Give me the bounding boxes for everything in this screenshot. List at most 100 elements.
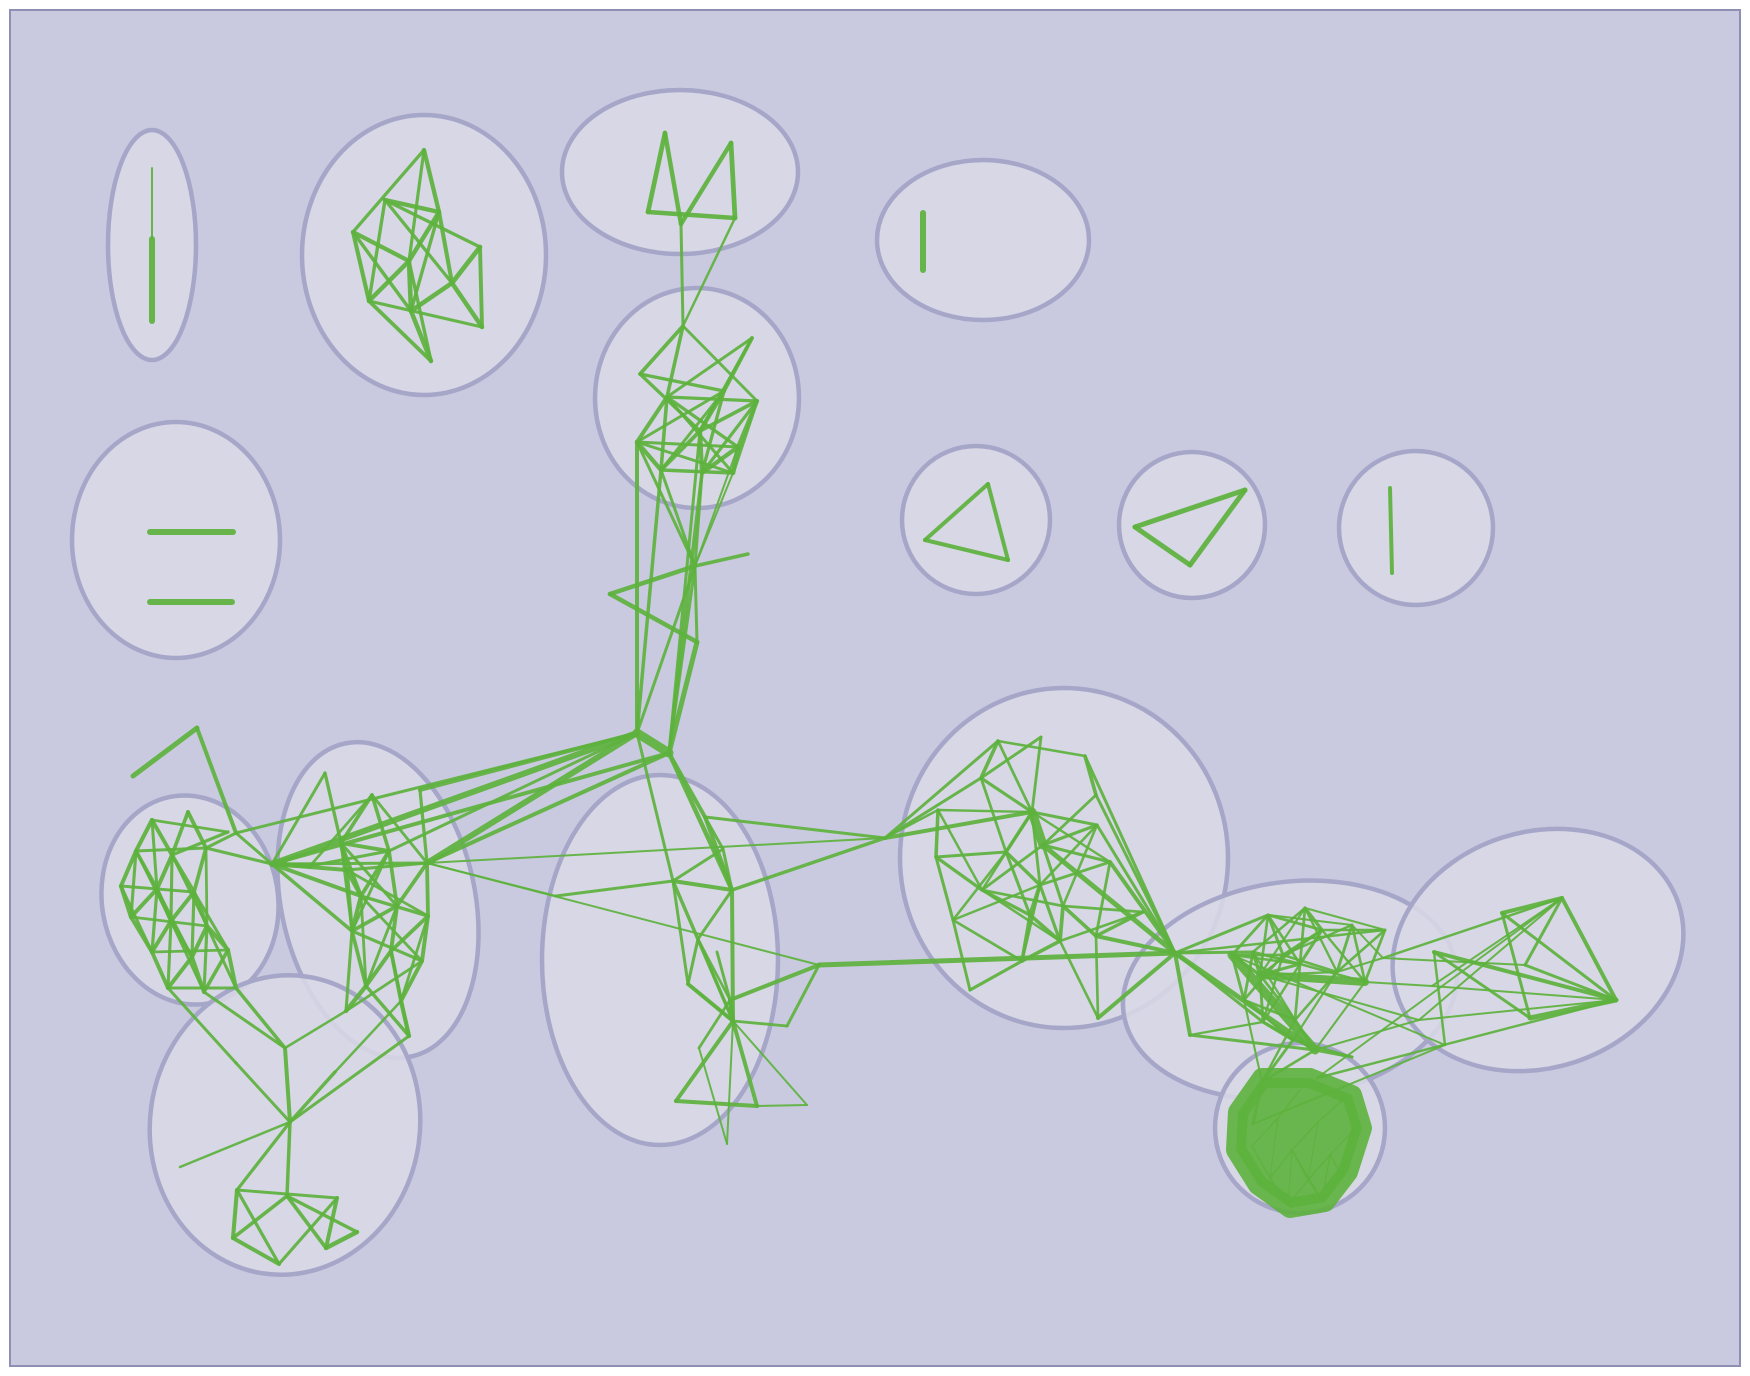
network-edge (645, 209, 738, 221)
network-edge (350, 929, 368, 988)
network-edge (1004, 850, 1042, 887)
network-edge (204, 846, 274, 866)
network-edge (1364, 981, 1433, 987)
edges-layer (118, 130, 1619, 1266)
network-edge (883, 776, 983, 840)
network-edge (696, 888, 734, 941)
network-edge (671, 879, 734, 892)
network-edge (1431, 897, 1563, 987)
network-edge (351, 230, 413, 313)
network-edge (986, 482, 1010, 562)
network-edge (694, 446, 739, 567)
network-edge (1132, 487, 1248, 530)
network-edge (703, 815, 734, 892)
network-edge (671, 879, 735, 1023)
network-edge (1058, 904, 1065, 943)
network-edge (1329, 1154, 1343, 1176)
network-edge (699, 444, 741, 476)
network-edge (1329, 1127, 1357, 1156)
network-edge (235, 1120, 292, 1192)
network-edge (150, 818, 159, 891)
network-edge (678, 140, 734, 227)
network-edge (189, 954, 207, 995)
network-edge (979, 776, 1034, 814)
network-edge (1028, 913, 1062, 943)
network-edge (231, 1236, 281, 1266)
network-edge (638, 372, 726, 393)
cluster-ellipse-lipid-transport (1336, 448, 1496, 608)
network-edge (285, 1194, 328, 1250)
network-edge (1298, 906, 1307, 966)
network-edge (700, 389, 726, 475)
network-edge (700, 399, 759, 475)
network-edge (951, 850, 1008, 922)
network-edge (979, 776, 1008, 854)
network-edge (697, 998, 732, 1050)
network-edge (283, 1046, 292, 1124)
network-edge (635, 564, 697, 735)
network-edge (192, 846, 208, 894)
network-edge (1172, 950, 1318, 1053)
network-edge (1317, 1097, 1346, 1123)
network-edge (1095, 823, 1177, 955)
network-edge (285, 1120, 292, 1198)
network-edge (478, 245, 484, 329)
network-edge (270, 861, 429, 866)
network-edge (359, 894, 368, 988)
network-edge (1321, 1154, 1331, 1201)
network-edge (349, 893, 364, 934)
network-edge (1307, 1179, 1323, 1201)
cluster-ellipse-cofactor-metabolism (874, 157, 1092, 323)
network-edge (816, 950, 1178, 968)
network-edge (344, 929, 354, 1013)
network-edge (399, 959, 424, 1003)
network-edge (426, 862, 820, 966)
network-edge (635, 731, 675, 883)
network-edge (968, 959, 1024, 992)
network-edge (350, 229, 372, 304)
network-edge (235, 1188, 281, 1266)
network-edge (166, 955, 194, 990)
cluster-ellipses-layer (69, 87, 1686, 1277)
network-edge (333, 999, 403, 1074)
network-edge (1231, 954, 1446, 1046)
network-edge (150, 950, 170, 990)
network-edge (756, 1104, 808, 1107)
network-edge (364, 984, 411, 1038)
network-edge (1094, 934, 1177, 955)
network-edge (170, 830, 230, 857)
network-edge (1258, 973, 1297, 1022)
network-edge (1303, 906, 1339, 974)
network-edge (1058, 939, 1100, 1020)
network-edge (607, 591, 700, 645)
network-edge (449, 280, 485, 330)
network-edge (283, 1009, 348, 1050)
network-edge (996, 739, 1087, 758)
network-edge (1277, 1089, 1301, 1119)
network-edge (350, 229, 412, 264)
network-edge (1173, 951, 1192, 1037)
network-edge (980, 888, 1062, 943)
network-edge (1188, 1033, 1317, 1052)
network-edge (1252, 1044, 1446, 1125)
network-edge (323, 1229, 360, 1251)
network-edge (1061, 904, 1145, 914)
network-edge (389, 904, 399, 953)
network-edge (345, 868, 430, 918)
network-edge (1266, 913, 1285, 957)
network-edge (426, 837, 886, 864)
network-edge (418, 788, 429, 865)
network-edge (728, 140, 738, 221)
network-edge (270, 771, 327, 866)
network-edge (635, 389, 726, 444)
network-edge (934, 855, 955, 922)
network-edge (730, 836, 887, 892)
network-edge (883, 810, 1034, 840)
network-edge (364, 904, 399, 988)
network-edge (150, 818, 230, 834)
network-edge (323, 1195, 340, 1251)
network-edge (1094, 860, 1112, 938)
network-edge (1336, 957, 1384, 973)
network-edge (1256, 971, 1369, 986)
